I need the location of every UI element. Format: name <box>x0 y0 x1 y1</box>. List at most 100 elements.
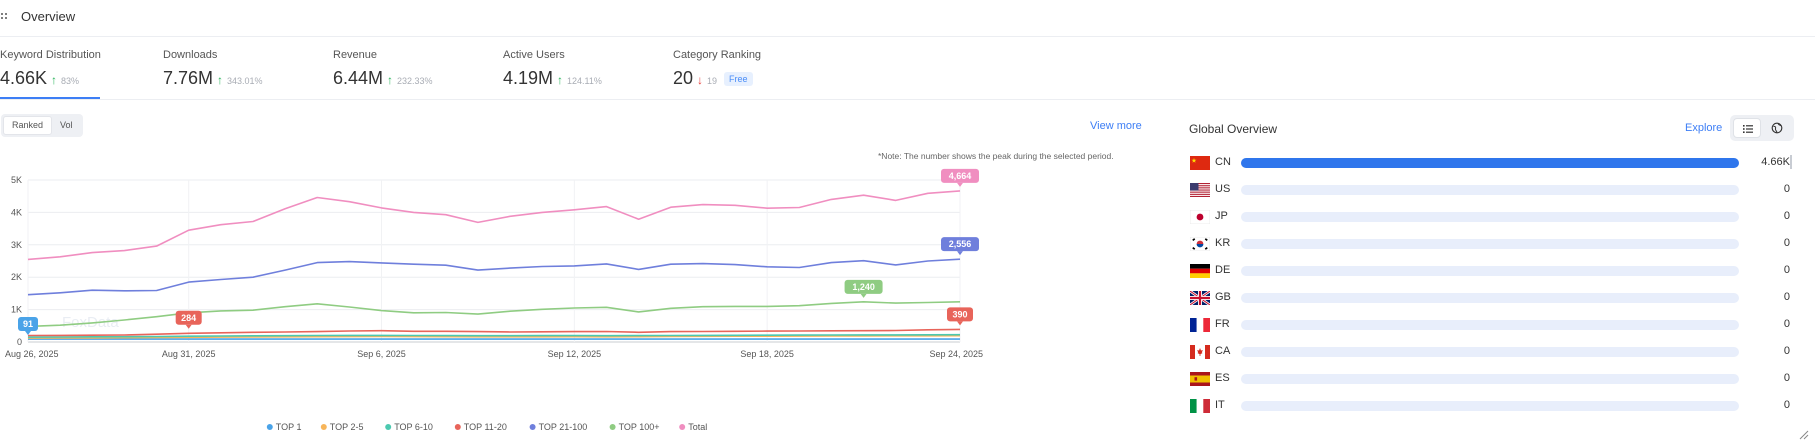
legend-marker <box>266 424 273 430</box>
de-flag-icon <box>1190 264 1210 278</box>
country-row-us[interactable]: US 0 <box>1190 181 1800 199</box>
country-code: KR <box>1215 237 1231 249</box>
series-line <box>27 334 961 339</box>
fr-flag-icon <box>1190 318 1210 332</box>
peak-label: 2,556 <box>941 237 979 256</box>
metric-keyword-distribution[interactable]: Keyword Distribution 4.66K ↑ 83% <box>0 49 101 99</box>
country-value: 0 <box>1783 291 1790 303</box>
country-value: 0 <box>1783 237 1790 249</box>
country-value: 4.66K <box>1761 156 1790 168</box>
vol-button[interactable]: Vol <box>60 120 73 130</box>
x-tick-label: Sep 6, 2025 <box>357 349 406 359</box>
country-value: 0 <box>1783 372 1790 384</box>
country-row-de[interactable]: DE 0 <box>1190 262 1800 280</box>
legend-item[interactable]: TOP 2-5 <box>320 422 364 432</box>
y-tick-label: 5K <box>11 175 22 185</box>
country-code: ES <box>1215 372 1230 384</box>
peak-label-box <box>175 310 202 325</box>
metric-revenue[interactable]: Revenue 6.44M ↑ 232.33% <box>333 49 433 99</box>
metric-value: 7.76M <box>163 68 214 88</box>
country-code: JP <box>1215 210 1228 222</box>
peak-label-pointer <box>25 331 31 336</box>
scrollbar-thumb[interactable] <box>1790 155 1792 169</box>
country-bar-track <box>1241 239 1739 249</box>
globe-view-button[interactable] <box>1763 118 1791 138</box>
legend-item[interactable]: Total <box>679 422 707 432</box>
peak-label-box <box>941 237 979 252</box>
explore-link[interactable]: Explore <box>1685 122 1723 134</box>
metric-value: 20 <box>673 68 694 88</box>
y-tick-label: 2K <box>11 272 22 282</box>
peak-label: 284 <box>175 310 202 329</box>
legend-label: TOP 11-20 <box>464 422 507 432</box>
ranked-button[interactable]: Ranked <box>3 116 53 135</box>
es-flag-icon <box>1190 372 1210 386</box>
resize-handle-icon[interactable] <box>1797 428 1809 440</box>
x-tick-label: Aug 31, 2025 <box>162 349 216 359</box>
chart-note: *Note: The number shows the peak during … <box>878 151 1114 161</box>
peak-label-box <box>947 307 973 322</box>
series-line <box>27 333 961 338</box>
metric-change: 83% <box>61 76 80 86</box>
country-row-it[interactable]: IT 0 <box>1190 397 1800 415</box>
peak-label-box <box>844 279 883 294</box>
country-value: 0 <box>1783 264 1790 276</box>
metric-label: Category Ranking <box>673 49 762 61</box>
drag-handle-icon[interactable] <box>1 13 9 21</box>
gb-flag-icon <box>1190 291 1210 305</box>
legend-item[interactable]: TOP 100+ <box>609 422 660 432</box>
overview-header: Overview <box>0 0 1815 37</box>
legend-item[interactable]: TOP 21-100 <box>529 422 588 432</box>
country-value: 0 <box>1783 399 1790 411</box>
country-row-gb[interactable]: GB 0 <box>1190 289 1800 307</box>
legend-item[interactable]: TOP 1 <box>266 422 302 432</box>
country-code: US <box>1215 183 1231 195</box>
country-row-ca[interactable]: CA 0 <box>1190 343 1800 361</box>
country-row-es[interactable]: ES 0 <box>1190 370 1800 388</box>
peak-label-box <box>941 168 979 183</box>
country-bar-track <box>1241 320 1739 330</box>
country-value: 0 <box>1783 210 1790 222</box>
legend-item[interactable]: TOP 11-20 <box>454 422 507 432</box>
metric-value: 4.19M <box>503 68 554 88</box>
legend-label: TOP 6-10 <box>394 422 433 432</box>
legend-marker <box>454 424 461 430</box>
country-code: CN <box>1215 156 1231 168</box>
country-value: 0 <box>1783 183 1790 195</box>
peak-label: 91 <box>18 317 38 336</box>
metric-change: 19 <box>707 76 718 86</box>
metric-active-users[interactable]: Active Users 4.19M ↑ 124.11% <box>503 49 602 99</box>
it-flag-icon <box>1190 399 1210 413</box>
peak-label-text: 4,664 <box>949 171 972 181</box>
legend-label: TOP 21-100 <box>539 422 588 432</box>
country-code: GB <box>1215 291 1231 303</box>
peak-label-pointer <box>957 251 963 256</box>
list-view-button[interactable] <box>1733 118 1761 138</box>
metric-change: 232.33% <box>397 76 433 86</box>
country-value: 0 <box>1783 318 1790 330</box>
country-code: IT <box>1215 399 1225 411</box>
peak-label-box <box>18 317 38 332</box>
metric-category-ranking[interactable]: Category Ranking 20 ↓ 19 Free <box>673 49 761 99</box>
country-row-jp[interactable]: JP 0 <box>1190 208 1800 226</box>
arrow-up-icon: ↑ <box>51 73 58 87</box>
country-code: DE <box>1215 264 1231 276</box>
arrow-up-icon: ↑ <box>387 73 394 87</box>
metric-downloads[interactable]: Downloads 7.76M ↑ 343.01% <box>163 49 263 99</box>
y-tick-label: 3K <box>11 240 22 250</box>
x-tick-label: Sep 12, 2025 <box>548 349 602 359</box>
peak-label-pointer <box>185 324 192 329</box>
view-more-link[interactable]: View more <box>1090 120 1142 132</box>
country-row-fr[interactable]: FR 0 <box>1190 316 1800 334</box>
peak-label-text: 91 <box>23 319 33 329</box>
legend-label: TOP 2-5 <box>330 422 364 432</box>
series-line <box>27 328 961 337</box>
country-bar-track <box>1241 212 1739 222</box>
legend-item[interactable]: TOP 6-10 <box>385 422 433 432</box>
country-row-kr[interactable]: KR 0 <box>1190 235 1800 253</box>
peak-label-pointer <box>957 321 963 326</box>
country-value: 0 <box>1783 345 1790 357</box>
peak-label-text: 390 <box>952 309 967 319</box>
peak-label-text: 284 <box>181 313 196 323</box>
country-row-cn[interactable]: CN 4.66K <box>1190 154 1800 172</box>
